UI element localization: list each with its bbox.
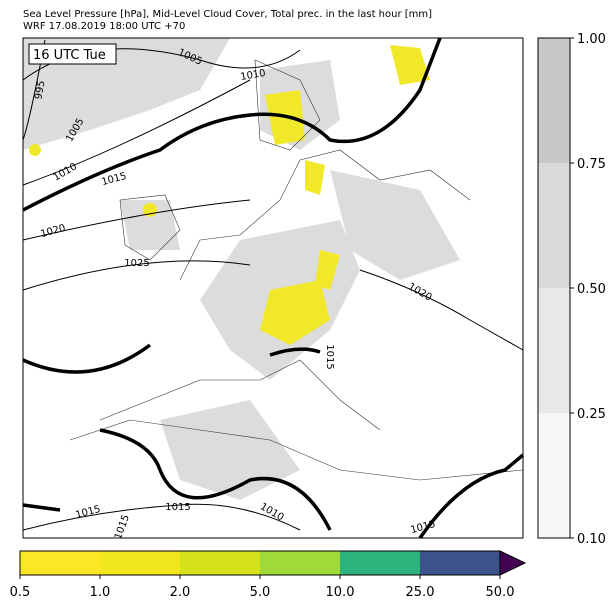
coastlines bbox=[69, 59, 524, 481]
cloud-colorbar: 0.10 0.25 0.50 0.75 1.00 bbox=[537, 32, 606, 547]
colorbar-tick-label: 0.75 bbox=[577, 157, 606, 172]
colorbar-segment bbox=[538, 413, 570, 538]
contour-label: 1025 bbox=[124, 258, 149, 269]
colorbar-segment bbox=[538, 288, 570, 413]
colorbar-segment bbox=[340, 551, 420, 575]
colorbar-segment bbox=[260, 551, 340, 575]
colorbar-tick-label: 5.0 bbox=[250, 585, 271, 600]
colorbar-tick-label: 50.0 bbox=[486, 585, 515, 600]
colorbar-tick-label: 1.0 bbox=[90, 585, 111, 600]
contour-label: 1015 bbox=[324, 344, 335, 369]
title: Sea Level Pressure [hPa], Mid-Level Clou… bbox=[23, 9, 432, 20]
contour-label: 995 bbox=[33, 80, 47, 101]
map-frame bbox=[22, 37, 524, 539]
colorbar-tick-label: 0.10 bbox=[577, 532, 606, 547]
map: 995 1005 1010 1005 1010 1015 1020 1025 1… bbox=[22, 37, 525, 541]
time-label: 16 UTC Tue bbox=[33, 48, 106, 63]
colorbar-tick-label: 0.50 bbox=[577, 282, 606, 297]
colorbar-segment bbox=[20, 551, 100, 575]
precip-colorbar: 0.5 1.0 2.0 5.0 10.0 25.0 50.0 bbox=[10, 550, 527, 600]
subtitle: WRF 17.08.2019 18:00 UTC +70 bbox=[23, 21, 185, 32]
contour-label: 1015 bbox=[165, 502, 190, 513]
colorbar-tick-label: 1.00 bbox=[577, 32, 606, 47]
precip-areas bbox=[29, 45, 430, 345]
colorbar-segment bbox=[538, 38, 570, 163]
colorbar-tick-label: 0.25 bbox=[577, 407, 606, 422]
time-box bbox=[28, 43, 117, 65]
colorbar-tick-label: 25.0 bbox=[406, 585, 435, 600]
colorbar-tick-label: 2.0 bbox=[170, 585, 191, 600]
colorbar-segment bbox=[100, 551, 180, 575]
isobars-1015 bbox=[22, 37, 525, 539]
colorbar-tick-label: 10.0 bbox=[326, 585, 355, 600]
colorbar-segment bbox=[180, 551, 260, 575]
colorbar-extend bbox=[499, 550, 527, 576]
contour-label: 1010 bbox=[240, 68, 267, 83]
colorbar-segment bbox=[538, 163, 570, 288]
colorbar-tick-label: 0.5 bbox=[10, 585, 31, 600]
colorbar-segment bbox=[420, 551, 500, 575]
